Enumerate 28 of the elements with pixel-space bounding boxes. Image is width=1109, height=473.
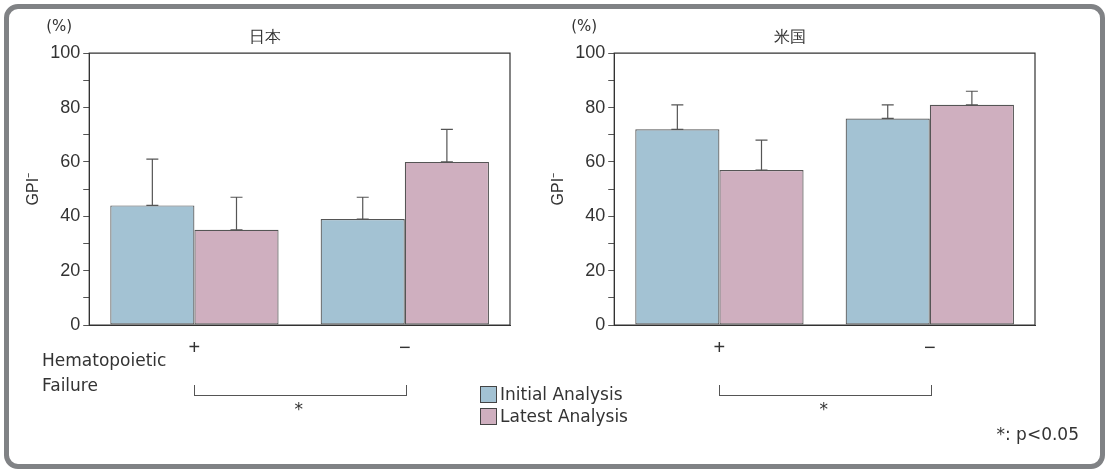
- x-tick-label: +: [188, 335, 201, 358]
- y-tick-label: 100: [575, 42, 606, 63]
- y-tick-label: 80: [585, 96, 606, 117]
- y-tick-label: 0: [70, 313, 81, 334]
- chart-title: 米国: [774, 28, 806, 46]
- y-tick-label: 20: [585, 259, 606, 280]
- y-tick-label: 80: [60, 96, 81, 117]
- y-tick-label: 100: [50, 42, 81, 63]
- y-tick-label: 0: [595, 313, 606, 334]
- text: *: [294, 399, 304, 419]
- y-tick-label: 20: [60, 259, 81, 280]
- legend-label: Initial Analysis: [500, 384, 623, 404]
- y-tick-label: 60: [585, 150, 606, 171]
- y-tick-label: 60: [60, 150, 81, 171]
- x-tick-label: −: [398, 335, 411, 358]
- y-tick-label: 40: [60, 205, 81, 226]
- text: *: [819, 399, 829, 419]
- x-tick-label: −: [923, 335, 936, 358]
- y-tick-label: 40: [585, 205, 606, 226]
- text: (%): [46, 17, 73, 36]
- x-tick-label: +: [713, 335, 726, 358]
- text: *: p<0.05: [996, 424, 1079, 444]
- chart-title: 日本: [249, 28, 281, 46]
- x-axis-title: Hematopoietic Failure: [42, 349, 167, 397]
- text: (%): [571, 17, 598, 36]
- legend-label: Latest Analysis: [500, 406, 628, 426]
- y-axis-title: GPI⁻: [24, 172, 42, 206]
- y-axis-title: GPI⁻: [549, 172, 567, 206]
